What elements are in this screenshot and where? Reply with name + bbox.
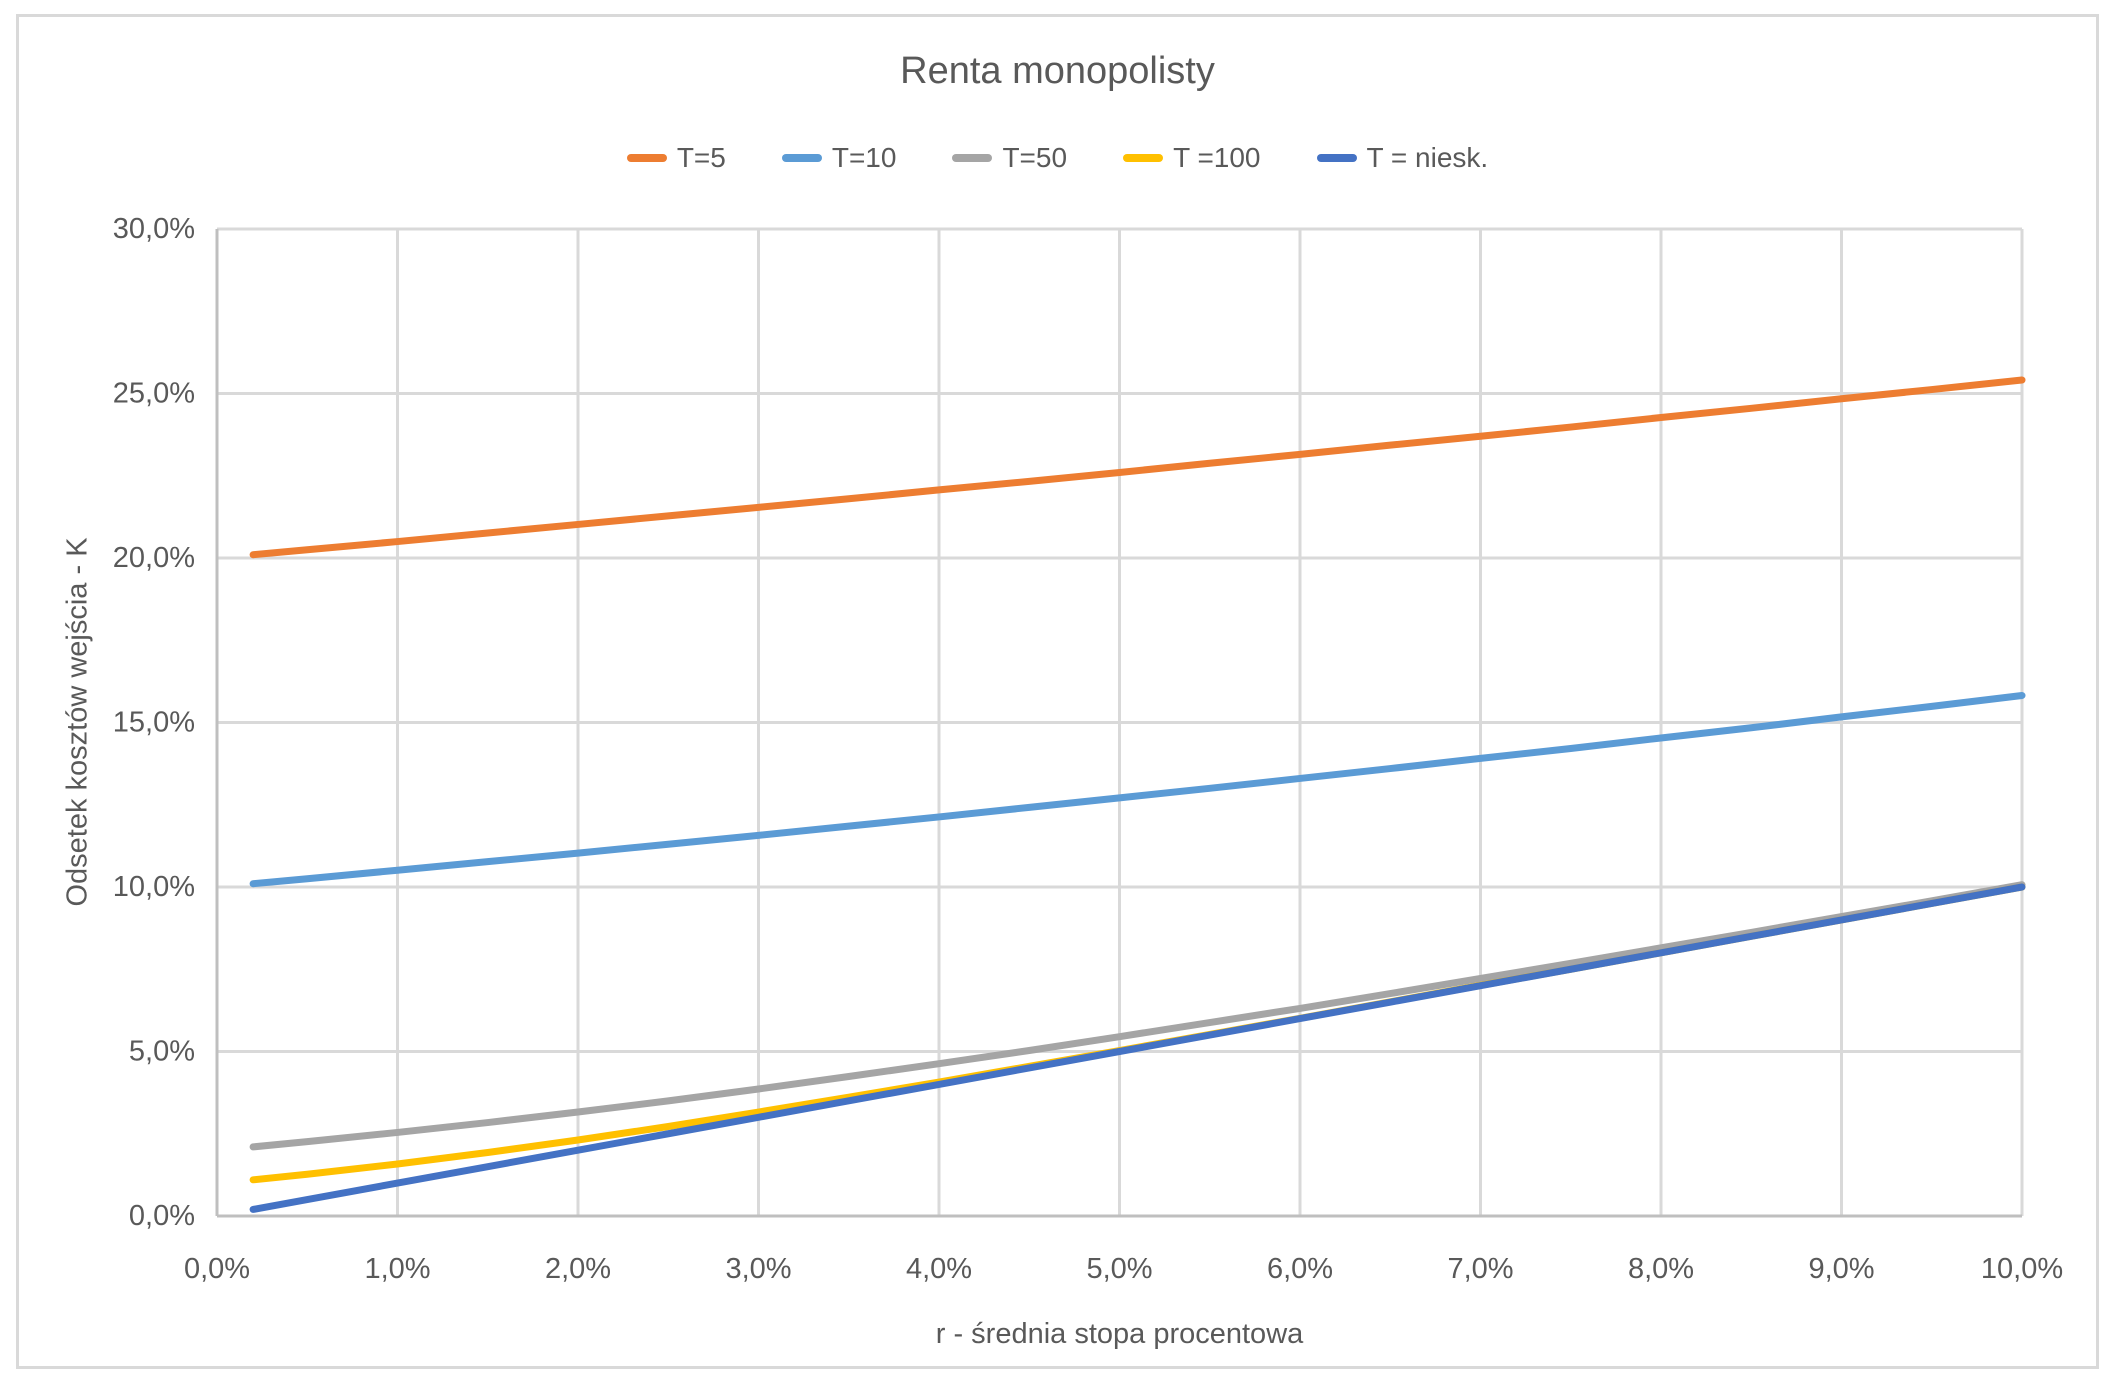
legend-item: T=50 — [952, 142, 1067, 174]
legend-swatch — [952, 154, 993, 162]
legend: T=5 T=10 T=50 T =100 T = niesk. — [0, 142, 2115, 174]
legend-item: T =100 — [1123, 142, 1261, 174]
y-tick-label: 30,0% — [113, 213, 195, 245]
legend-swatch — [1316, 154, 1357, 162]
x-tick-label: 7,0% — [1447, 1253, 1513, 1285]
y-tick-label: 0,0% — [129, 1200, 195, 1232]
x-axis-title: r - średnia stopa procentowa — [935, 1318, 1304, 1350]
x-tick-label: 8,0% — [1628, 1253, 1694, 1285]
legend-label: T = niesk. — [1366, 142, 1489, 173]
y-tick-label: 5,0% — [129, 1036, 195, 1068]
x-tick-label: 5,0% — [1086, 1253, 1152, 1285]
y-tick-label: 25,0% — [113, 378, 195, 410]
legend-label: T=50 — [1002, 142, 1068, 173]
x-tick-label: 10,0% — [1981, 1253, 2063, 1285]
series-line-Tniesk — [249, 883, 2026, 1213]
x-tick-label: 3,0% — [725, 1253, 791, 1285]
x-tick-label: 4,0% — [906, 1253, 972, 1285]
legend-item: T=10 — [781, 142, 897, 174]
y-axis-title: Odsetek kosztów wejścia - K — [61, 537, 94, 907]
legend-swatch — [781, 154, 822, 162]
legend-swatch — [1123, 154, 1164, 162]
y-tick-label: 20,0% — [113, 542, 195, 574]
series-line-T10 — [249, 692, 2026, 888]
x-tick-label: 0,0% — [184, 1253, 250, 1285]
x-tick-label: 1,0% — [364, 1253, 430, 1285]
legend-label: T=5 — [676, 142, 726, 173]
x-tick-label: 6,0% — [1267, 1253, 1333, 1285]
series-line-T5 — [249, 376, 2026, 559]
series-line-T50 — [249, 881, 2026, 1151]
chart-title: Renta monopolisty — [900, 50, 1215, 92]
legend-item: T = niesk. — [1316, 142, 1489, 174]
legend-label: T=10 — [831, 142, 897, 173]
x-tick-label: 9,0% — [1808, 1253, 1874, 1285]
x-tick-label: 2,0% — [545, 1253, 611, 1285]
legend-swatch — [626, 154, 667, 162]
legend-item: T=5 — [626, 142, 726, 174]
legend-label: T =100 — [1173, 142, 1261, 173]
y-tick-label: 10,0% — [113, 871, 195, 903]
y-tick-label: 15,0% — [113, 707, 195, 739]
